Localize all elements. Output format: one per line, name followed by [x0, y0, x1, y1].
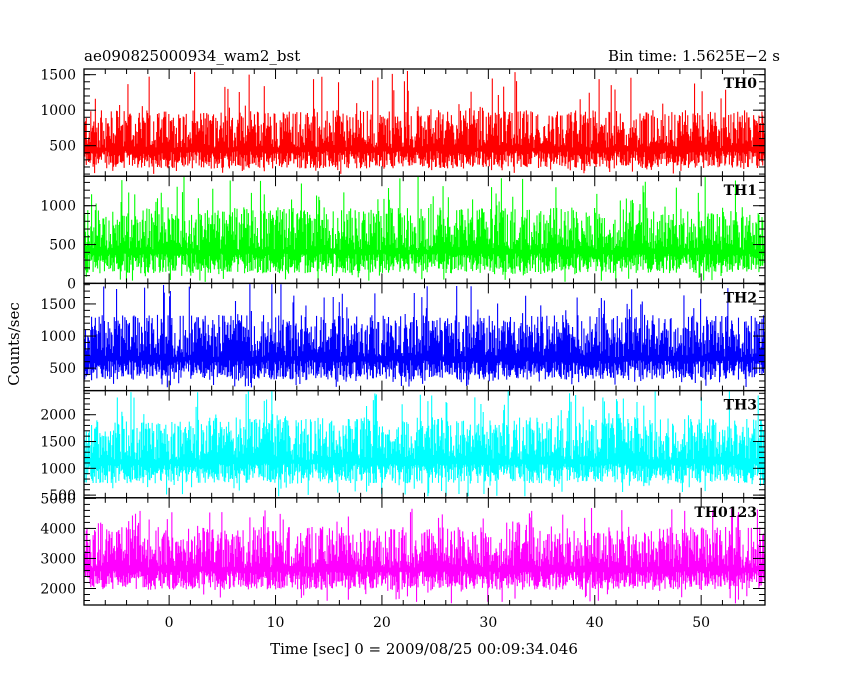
- y-tick-label: 1000: [40, 199, 76, 215]
- x-tick-label: 30: [479, 615, 497, 631]
- chart-title-right: Bin time: 1.5625E−2 s: [608, 47, 780, 65]
- series-th3-core: [84, 460, 765, 464]
- y-tick-label: 1500: [40, 435, 76, 451]
- x-tick-label: 50: [692, 615, 710, 631]
- series-th3-trace: [84, 390, 765, 497]
- y-tick-label: 2000: [40, 408, 76, 424]
- panel-th2: 500 1000 1500 TH2: [40, 282, 766, 392]
- panel-th3: 500 1000 1500 2000 TH3: [40, 389, 766, 504]
- y-tick-label: 500: [49, 238, 76, 254]
- series-th1-core: [84, 250, 765, 254]
- y-tick-label: 500: [49, 361, 76, 377]
- y-tick-label: 1000: [40, 461, 76, 477]
- series-th2-core: [84, 356, 765, 361]
- y-tick-label: 500: [49, 139, 76, 155]
- panel-label-th3: TH3: [724, 398, 757, 414]
- y-axis-title: Counts/sec: [5, 302, 23, 386]
- series-th0-trace: [84, 70, 765, 174]
- chart-title-left: ae090825000934_wam2_bst: [84, 47, 300, 65]
- panel-th0: 500 1000 1500 TH0: [40, 68, 766, 177]
- series-th1-trace: [84, 176, 765, 282]
- x-tick-label: 20: [373, 615, 391, 631]
- x-axis: 0 10 20 30 40 50: [83, 69, 766, 631]
- y-tick-label: 2000: [40, 581, 76, 597]
- y-tick-label: 500: [49, 488, 76, 504]
- y-tick-label: 4000: [40, 521, 76, 537]
- panel-label-th2: TH2: [724, 290, 757, 306]
- panel-th0123: 2000 3000 4000 5000 TH0123: [40, 491, 766, 606]
- panel-label-th0: TH0: [724, 76, 758, 92]
- series-th0123-core: [84, 567, 765, 572]
- series-th0-core: [84, 148, 765, 151]
- x-tick-label: 40: [586, 615, 604, 631]
- panel-label-th1: TH1: [724, 183, 757, 199]
- x-tick-label: 0: [165, 615, 174, 631]
- y-tick-label: 0: [67, 276, 76, 292]
- series-th0123-trace: [84, 507, 765, 604]
- x-tick-label: 10: [267, 615, 285, 631]
- y-tick-label: 1000: [40, 329, 76, 345]
- y-tick-label: 5000: [40, 491, 76, 507]
- panel-label-th0123: TH0123: [694, 505, 757, 521]
- y-tick-label: 1000: [40, 103, 76, 119]
- series-th2-trace: [84, 284, 765, 388]
- y-tick-label: 1500: [40, 297, 76, 313]
- panel-th1: 0 500 1000 TH1: [40, 175, 766, 292]
- y-tick-label: 1500: [40, 68, 76, 84]
- x-axis-title: Time [sec] 0 = 2009/08/25 00:09:34.046: [270, 640, 578, 658]
- y-tick-label: 3000: [40, 551, 76, 567]
